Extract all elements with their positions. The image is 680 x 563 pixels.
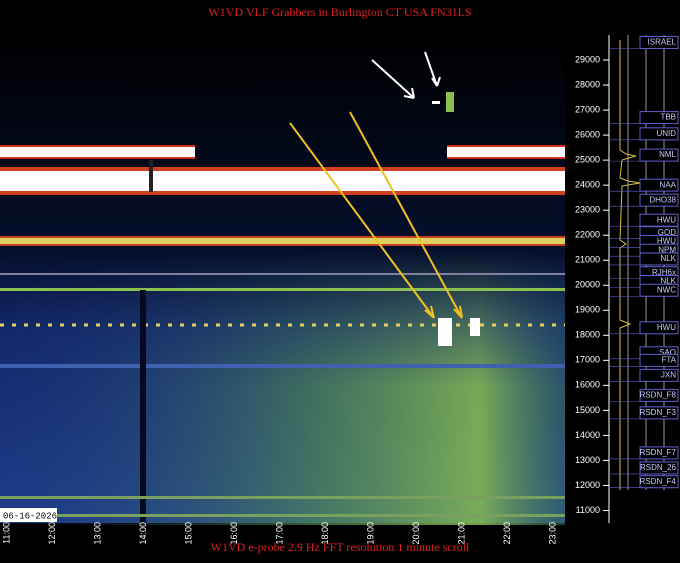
time-label: 17:00 (274, 522, 284, 545)
station-box (639, 193, 679, 207)
y-tick-label: 25000 (575, 155, 600, 165)
station-box (639, 252, 679, 266)
station-label: RSDN_26 (640, 463, 677, 472)
time-label: 15:00 (183, 522, 193, 545)
time-label: 14:00 (138, 522, 148, 545)
station-label: ISRAEL (648, 38, 677, 47)
footer: W1VD e-probe 2.9 Hz FFT resolution 1 min… (211, 540, 470, 554)
station-box (639, 446, 679, 460)
y-tick-label: 15000 (575, 405, 600, 415)
y-tick-label: 28000 (575, 79, 600, 89)
time-label: 22:00 (502, 522, 512, 545)
y-tick-label: 26000 (575, 129, 600, 139)
time-label: 21:00 (456, 522, 466, 545)
time-label: 16:00 (229, 522, 239, 545)
date-box (0, 508, 57, 522)
time-label: 11:00 (1, 522, 11, 544)
station-label: RSDN_F4 (640, 477, 677, 486)
station-box (639, 388, 679, 402)
station-box (639, 321, 679, 335)
time-label: 23:00 (547, 522, 557, 545)
station-label: HWU (657, 323, 676, 332)
time-label: 19:00 (365, 522, 375, 545)
spectrum-trace (619, 40, 641, 490)
station-label: NML (659, 150, 676, 159)
time-label: 12:00 (47, 522, 57, 545)
time-label: 18:00 (320, 522, 330, 545)
station-box (639, 213, 679, 227)
y-tick-label: 12000 (575, 480, 600, 490)
station-box (639, 283, 679, 297)
station-label: JXN (661, 370, 676, 379)
station-label: FTA (661, 355, 676, 364)
y-tick-label: 24000 (575, 180, 600, 190)
y-tick-label: 13000 (575, 455, 600, 465)
station-box (639, 36, 679, 50)
y-tick-label: 27000 (575, 104, 600, 114)
y-tick-label: 11000 (576, 505, 600, 515)
station-label: NLK (660, 277, 676, 286)
station-label: NWC (657, 285, 676, 294)
y-tick-label: 17000 (575, 355, 600, 365)
y-tick-label: 29000 (575, 54, 600, 64)
y-tick-label: 22000 (575, 230, 600, 240)
station-box (639, 353, 679, 367)
station-box (639, 178, 679, 192)
y-tick-label: 18000 (575, 330, 600, 340)
y-tick-label: 19000 (575, 305, 600, 315)
station-label: UNID (656, 129, 676, 138)
station-box (639, 461, 679, 475)
y-tick-label: 16000 (575, 380, 600, 390)
arrows (289, 51, 463, 319)
station-label: GQD (658, 228, 676, 237)
waterfall (0, 35, 565, 525)
time-label: 20:00 (411, 522, 421, 545)
station-box (639, 475, 679, 489)
station-label: RSDN_F8 (640, 390, 677, 399)
time-label: 13:00 (92, 522, 102, 545)
station-label: DHO38 (649, 195, 676, 204)
station-box (639, 368, 679, 382)
station-label: NPM (658, 245, 676, 254)
station-label: NAA (660, 180, 677, 189)
station-label: TBB (660, 113, 676, 122)
date-label: 06-16-2026 (3, 511, 57, 521)
station-label: RSDN_F7 (640, 448, 677, 457)
y-tick-label: 14000 (575, 430, 600, 440)
station-label: NLK (660, 254, 676, 263)
station-label: RSDN_F3 (640, 408, 677, 417)
station-label: RJH6x (652, 268, 676, 277)
title: W1VD VLF Grabbers in Burlington CT USA F… (208, 5, 471, 19)
y-tick-label: 23000 (575, 205, 600, 215)
y-tick-label: 20000 (575, 280, 600, 290)
station-label: HWU (657, 237, 676, 246)
station-box (639, 406, 679, 420)
station-box (639, 148, 679, 162)
y-tick-label: 21000 (575, 255, 600, 265)
station-label: SAQ (659, 348, 676, 357)
station-box (639, 111, 679, 125)
station-label: HWU (657, 215, 676, 224)
station-box (639, 127, 679, 141)
